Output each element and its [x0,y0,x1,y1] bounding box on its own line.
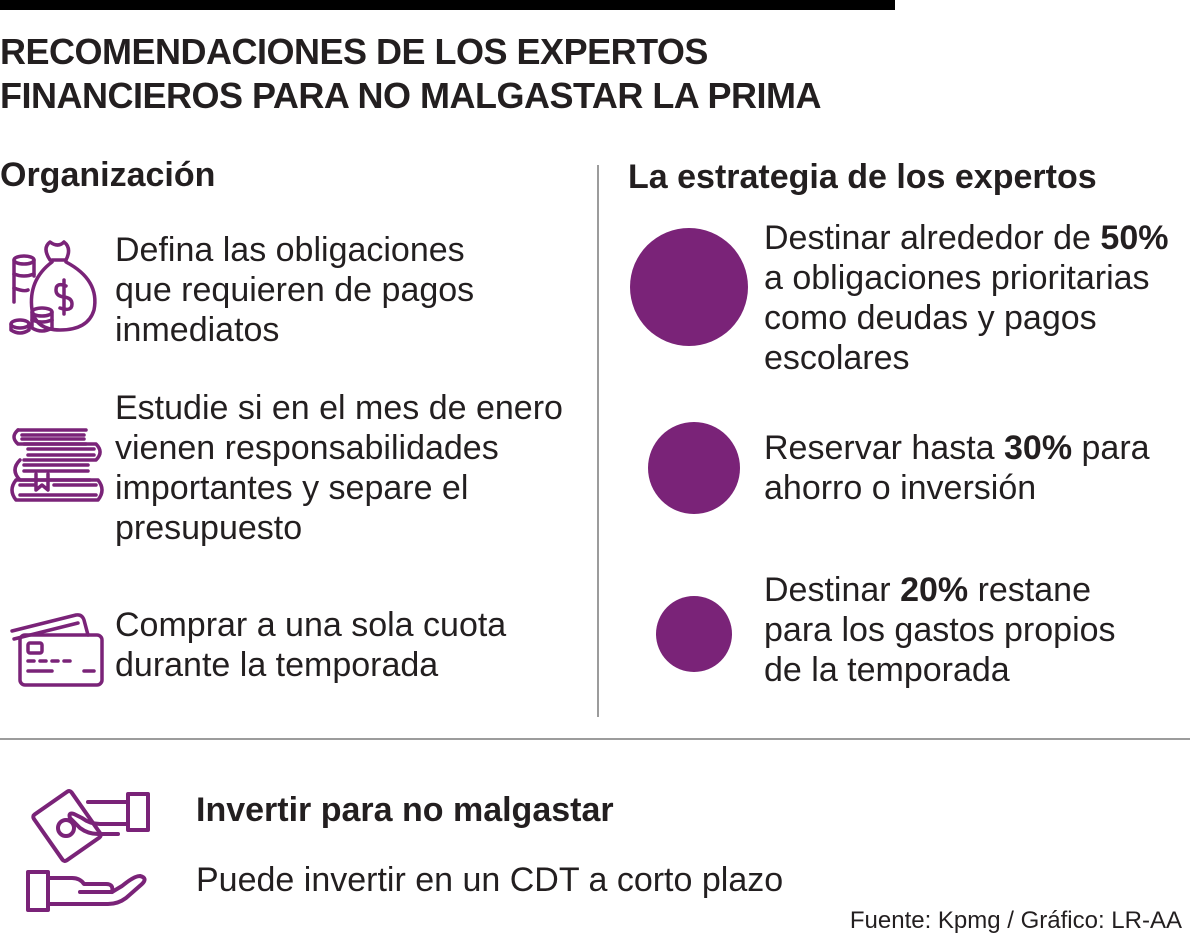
percent-value: 50% [1100,219,1169,257]
text-line: vienen responsabilidades [115,429,499,467]
text-line: como deudas y pagos [764,299,1097,337]
text-line: de la temporada [764,651,1010,689]
text-line: ahorro o inversión [764,469,1037,507]
text-line: Comprar a una sola cuota [115,606,507,644]
percent-dot [630,228,748,346]
text-fragment: restane [968,571,1091,609]
strategy-item-text: Destinar 20% restane para los gastos pro… [764,570,1200,690]
text-line: que requieren de pagos [115,271,475,309]
text-fragment: para [1072,429,1150,467]
credit-cards-icon [6,609,106,689]
organization-item-text: Estudie si en el mes de enero vienen res… [115,388,585,548]
column-divider [597,165,599,717]
percent-dot [656,596,732,672]
text-line: para los gastos propios [764,611,1116,649]
top-rule [0,0,895,10]
hands-exchanging-money-icon [22,788,154,923]
text-line: Estudie si en el mes de enero [115,389,563,427]
text-line: Destinar alrededor de 50% [764,218,1200,258]
text-line: Defina las obligaciones [115,231,465,269]
invest-text: Puede invertir en un CDT a corto plazo [196,861,784,899]
text-line: escolares [764,339,910,377]
percent-dot [648,422,740,514]
organization-heading: Organización [0,156,216,194]
percent-value: 20% [900,571,969,609]
page-title: RECOMENDACIONES DE LOS EXPERTOS FINANCIE… [0,30,1000,118]
text-line: presupuesto [115,509,303,547]
text-fragment: Destinar alrededor de [764,219,1101,257]
text-line: Destinar 20% restane [764,570,1200,610]
text-line: a obligaciones prioritarias [764,259,1150,297]
invest-title: Invertir para no malgastar [196,791,614,829]
strategy-item-text: Reservar hasta 30% para ahorro o inversi… [764,428,1200,508]
title-line-2: FINANCIEROS PARA NO MALGASTAR LA PRIMA [0,75,821,116]
source-credit: Fuente: Kpmg / Gráfico: LR-AA [849,907,1182,934]
text-fragment: Reservar hasta [764,429,1004,467]
title-line-1: RECOMENDACIONES DE LOS EXPERTOS [0,31,708,72]
organization-item-text: Comprar a una sola cuota durante la temp… [115,605,585,685]
stack-of-books-icon [6,424,106,520]
money-bag-coins-icon [6,230,106,340]
text-line: Reservar hasta 30% para [764,428,1200,468]
percent-value: 30% [1004,429,1073,467]
text-line: durante la temporada [115,646,439,684]
strategy-item-text: Destinar alrededor de 50% a obligaciones… [764,218,1200,378]
text-line: inmediatos [115,311,280,349]
text-fragment: Destinar [764,571,901,609]
text-line: importantes y separe el [115,469,469,507]
organization-item-text: Defina las obligaciones que requieren de… [115,230,585,350]
section-divider [0,738,1190,740]
strategy-heading: La estrategia de los expertos [628,158,1097,196]
